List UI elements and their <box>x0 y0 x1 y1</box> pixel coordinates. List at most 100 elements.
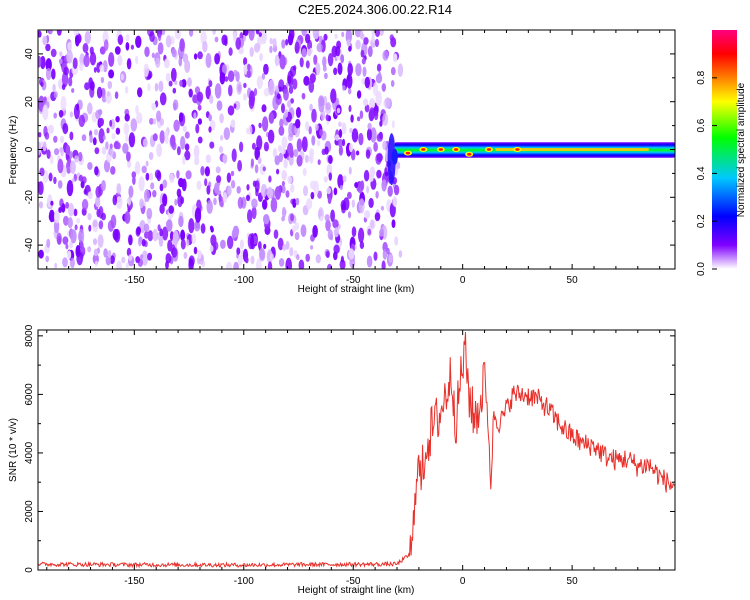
noise-speckle <box>370 127 377 143</box>
noise-speckle <box>366 128 372 141</box>
noise-speckle <box>390 80 395 87</box>
noise-speckle <box>117 34 124 46</box>
noise-speckle <box>114 46 121 55</box>
noise-speckle <box>373 141 378 152</box>
noise-speckle <box>74 224 78 231</box>
noise-speckle <box>330 88 337 104</box>
noise-speckle <box>112 194 118 206</box>
noise-speckle <box>214 182 220 194</box>
noise-speckle <box>138 176 145 192</box>
noise-speckle <box>110 166 116 175</box>
noise-speckle <box>123 122 130 136</box>
noise-speckle <box>361 57 366 65</box>
noise-speckle <box>259 53 263 62</box>
noise-speckle <box>301 30 307 37</box>
x-tick-label: -50 <box>346 576 361 587</box>
noise-speckle <box>124 86 129 94</box>
noise-speckle <box>372 82 379 96</box>
noise-speckle <box>69 241 73 249</box>
noise-speckle <box>47 124 54 134</box>
noise-speckle <box>267 261 273 269</box>
noise-speckle <box>258 122 262 129</box>
noise-speckle <box>304 154 309 163</box>
noise-speckle <box>135 105 139 115</box>
noise-speckle <box>256 135 263 151</box>
top-x-axis-label: Height of straight line (km) <box>298 284 415 295</box>
bottom-x-axis-label: Height of straight line (km) <box>298 585 415 596</box>
noise-speckle <box>54 262 58 269</box>
noise-speckle <box>126 198 130 204</box>
noise-speckle <box>310 191 315 200</box>
noise-speckle <box>362 66 367 77</box>
noise-speckle <box>184 150 191 161</box>
noise-speckle <box>285 257 292 269</box>
noise-speckle <box>398 250 403 258</box>
noise-speckle <box>149 31 155 43</box>
noise-speckle <box>178 57 183 67</box>
noise-speckle <box>69 257 75 269</box>
noise-speckle <box>46 238 51 248</box>
noise-speckle <box>309 103 313 111</box>
x-tick-label: 50 <box>567 576 579 587</box>
noise-speckle <box>74 155 79 163</box>
noise-speckle <box>302 167 307 177</box>
noise-speckle <box>92 137 97 146</box>
y-tick-label: -40 <box>24 237 35 252</box>
signal-peak <box>515 148 520 151</box>
noise-speckle <box>287 175 293 184</box>
noise-speckle <box>174 198 178 206</box>
noise-speckle <box>388 254 393 263</box>
noise-speckle <box>338 145 343 156</box>
noise-speckle <box>76 103 80 111</box>
noise-speckle <box>184 143 190 151</box>
noise-speckle <box>255 30 260 35</box>
noise-speckle <box>188 88 193 98</box>
noise-speckle <box>176 170 180 179</box>
noise-speckle <box>263 87 270 97</box>
noise-speckle <box>230 180 236 189</box>
noise-speckle <box>324 72 328 80</box>
noise-speckle <box>149 118 154 125</box>
noise-speckle <box>101 146 107 155</box>
noise-speckle <box>243 93 247 101</box>
noise-speckle <box>98 128 105 144</box>
noise-speckle <box>95 196 101 208</box>
noise-speckle <box>248 125 253 136</box>
noise-speckle <box>76 217 81 224</box>
noise-speckle <box>390 67 396 76</box>
noise-speckle <box>342 85 346 91</box>
signal-peak <box>438 148 443 151</box>
noise-speckle <box>49 154 54 165</box>
noise-speckle <box>379 30 384 36</box>
noise-speckle <box>78 233 83 241</box>
noise-speckle <box>293 149 299 157</box>
noise-speckle <box>343 197 350 211</box>
noise-speckle <box>369 98 376 109</box>
noise-speckle <box>205 53 212 68</box>
noise-speckle <box>124 113 130 122</box>
noise-speckle <box>128 185 134 198</box>
noise-speckle <box>375 30 380 38</box>
noise-speckle <box>281 136 288 149</box>
noise-speckle <box>366 185 370 194</box>
noise-speckle <box>281 206 287 218</box>
noise-speckle <box>194 156 200 166</box>
noise-speckle <box>103 39 109 51</box>
noise-speckle <box>144 46 150 58</box>
colorbar-ticks: 0.0 0.2 0.4 0.6 0.8 <box>696 70 717 276</box>
noise-speckle <box>107 80 113 90</box>
noise-speckle <box>48 172 53 182</box>
noise-speckle <box>355 39 361 50</box>
noise-speckle <box>392 196 398 208</box>
noise-speckle <box>96 208 101 218</box>
noise-speckle <box>254 180 260 193</box>
noise-speckle <box>359 241 365 250</box>
noise-speckle <box>373 251 378 261</box>
noise-speckle <box>324 101 332 115</box>
noise-speckle <box>136 226 142 235</box>
noise-speckle <box>208 80 213 88</box>
noise-speckle <box>195 123 200 134</box>
noise-speckle <box>109 148 114 157</box>
noise-speckle <box>89 51 97 66</box>
noise-speckle <box>147 230 154 242</box>
